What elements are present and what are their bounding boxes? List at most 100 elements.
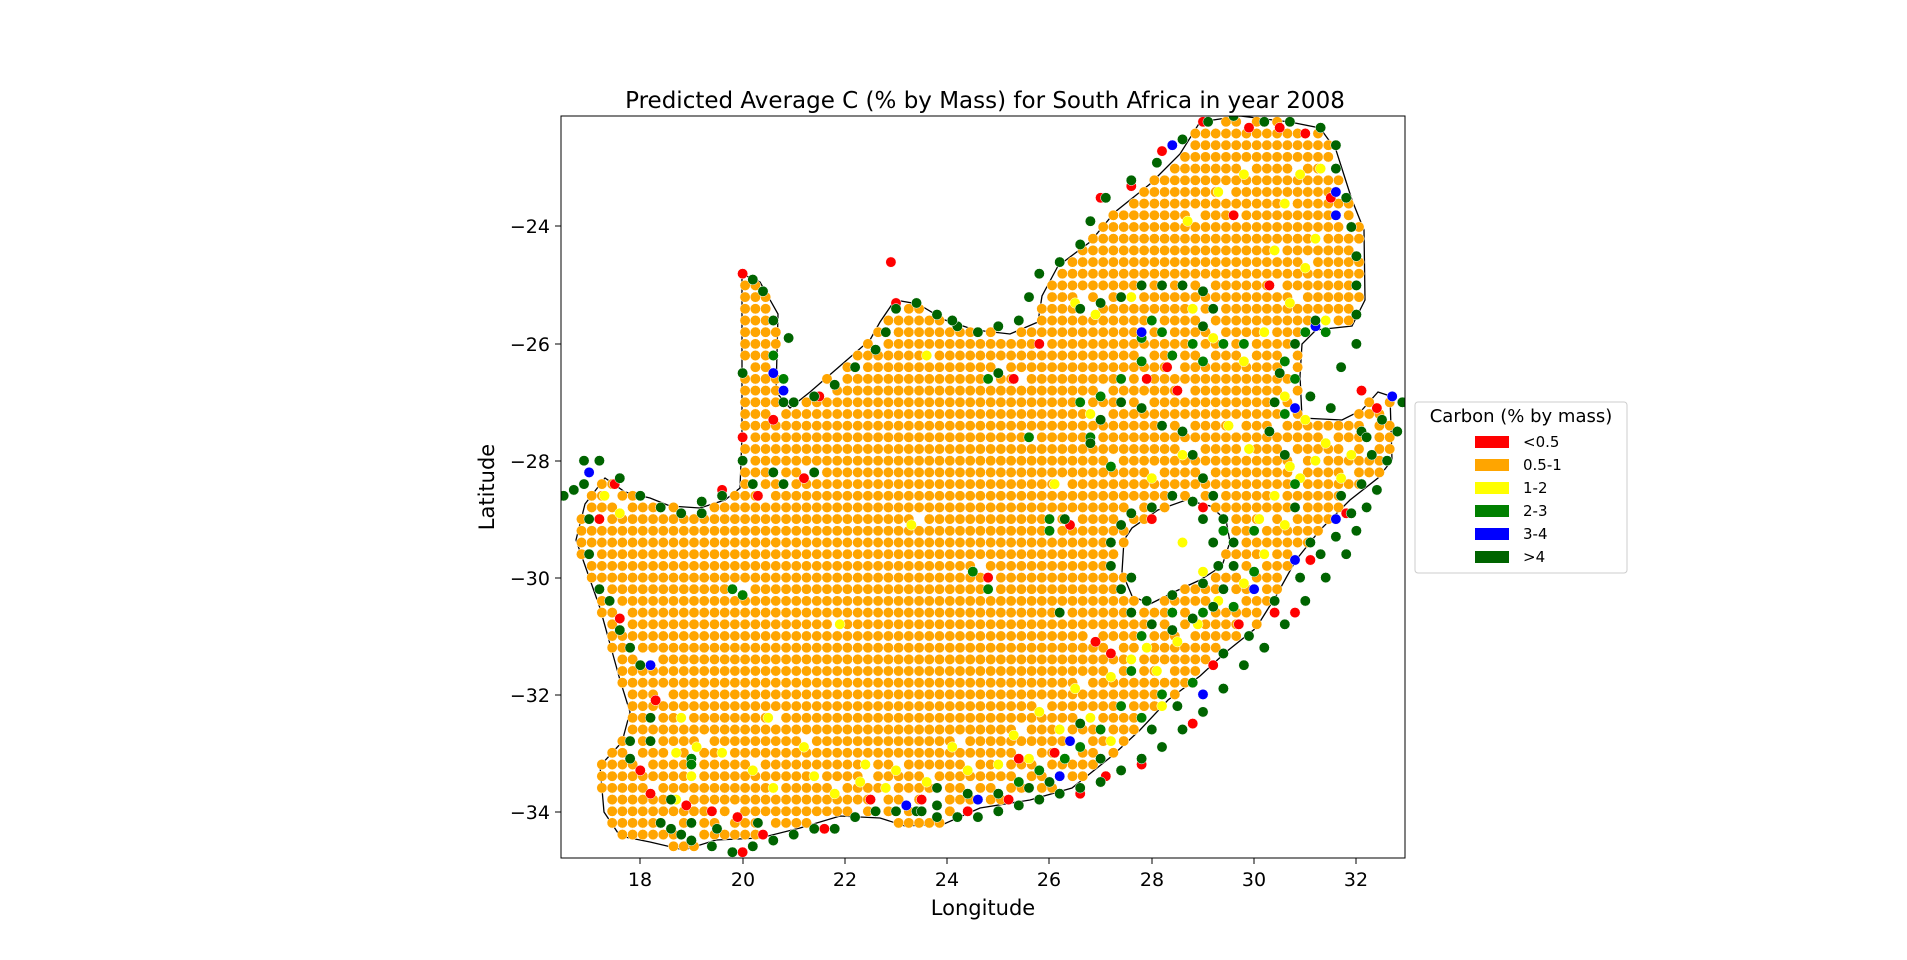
data-point: [729, 724, 741, 735]
data-point: [657, 525, 669, 537]
data-point: [657, 653, 669, 665]
data-point: [1005, 361, 1017, 373]
data-point: [882, 513, 894, 525]
data-point: [1251, 163, 1263, 175]
data-point: [1343, 303, 1355, 315]
data-point: [627, 677, 639, 689]
data-point: [913, 759, 925, 770]
data-point: [752, 817, 764, 829]
data-point: [1056, 279, 1068, 291]
data-point: [1166, 589, 1178, 601]
data-point: [934, 653, 945, 665]
data-point: [614, 507, 626, 519]
data-point: [790, 688, 802, 700]
data-point: [1138, 420, 1150, 432]
data-point: [1230, 478, 1242, 490]
data-point: [995, 466, 1007, 478]
data-point: [811, 525, 823, 537]
data-point: [1200, 151, 1211, 163]
data-point: [1046, 431, 1058, 443]
data-point: [1013, 776, 1025, 788]
data-point: [882, 618, 894, 630]
data-point: [852, 385, 864, 397]
data-point: [780, 735, 792, 747]
data-point: [709, 501, 720, 513]
data-point: [1056, 443, 1068, 455]
data-point: [627, 829, 639, 841]
legend-swatch: [1475, 551, 1509, 563]
data-point: [1210, 618, 1222, 630]
data-point: [596, 770, 608, 782]
data-point: [1251, 396, 1263, 408]
data-point: [678, 560, 690, 572]
data-point: [1210, 373, 1222, 385]
data-point: [985, 501, 997, 513]
data-point: [680, 799, 692, 811]
data-point: [770, 747, 782, 759]
legend-entry: <0.5: [1475, 433, 1559, 451]
data-point: [1179, 583, 1191, 595]
data-point: [1097, 490, 1109, 502]
data-point: [1335, 472, 1347, 484]
data-point: [890, 805, 902, 817]
data-point: [1084, 408, 1096, 420]
data-point: [1005, 572, 1017, 584]
data-point: [1159, 315, 1171, 326]
data-point: [1056, 315, 1068, 326]
data-point: [1118, 256, 1130, 268]
data-point: [719, 630, 731, 642]
data-point: [790, 724, 802, 735]
data-point: [985, 724, 997, 735]
data-point: [678, 724, 690, 735]
data-point: [1210, 466, 1222, 478]
data-point: [995, 677, 1007, 689]
data-point: [934, 466, 945, 478]
data-point: [1230, 139, 1242, 151]
data-point: [1263, 426, 1275, 437]
data-point: [1386, 390, 1398, 402]
data-point: [1118, 490, 1130, 502]
data-point: [903, 420, 915, 432]
data-point: [760, 303, 772, 315]
data-point: [985, 747, 997, 759]
data-point: [1169, 198, 1181, 210]
data-point: [913, 478, 925, 490]
data-point: [688, 618, 700, 630]
data-point: [831, 630, 843, 642]
data-point: [1097, 513, 1109, 525]
data-point: [1046, 618, 1058, 630]
data-point: [911, 297, 922, 309]
data-point: [1046, 735, 1058, 747]
data-point: [841, 478, 853, 490]
data-point: [964, 396, 976, 408]
data-point: [862, 501, 874, 513]
data-point: [678, 525, 690, 537]
data-point: [1220, 221, 1232, 233]
data-point: [1156, 688, 1168, 700]
data-point: [852, 572, 864, 584]
data-point: [972, 811, 984, 823]
data-point: [770, 653, 782, 665]
data-point: [780, 677, 792, 689]
data-point: [1251, 151, 1263, 163]
data-point: [1261, 233, 1273, 245]
data-point: [790, 700, 802, 712]
data-point: [657, 770, 669, 782]
data-point: [1128, 478, 1140, 490]
data-point: [1189, 174, 1201, 186]
data-point: [668, 677, 679, 689]
data-point: [1026, 396, 1038, 408]
data-point: [1015, 665, 1027, 677]
data-point: [627, 560, 639, 572]
data-point: [954, 525, 966, 537]
data-point: [627, 513, 639, 525]
data-point: [1046, 688, 1058, 700]
data-point: [1240, 291, 1252, 303]
data-point: [1330, 513, 1342, 525]
data-point: [934, 595, 945, 607]
data-point: [1105, 671, 1117, 683]
data-point: [668, 840, 679, 852]
data-point: [1036, 677, 1048, 689]
data-point: [1026, 373, 1038, 385]
data-point: [688, 665, 700, 677]
